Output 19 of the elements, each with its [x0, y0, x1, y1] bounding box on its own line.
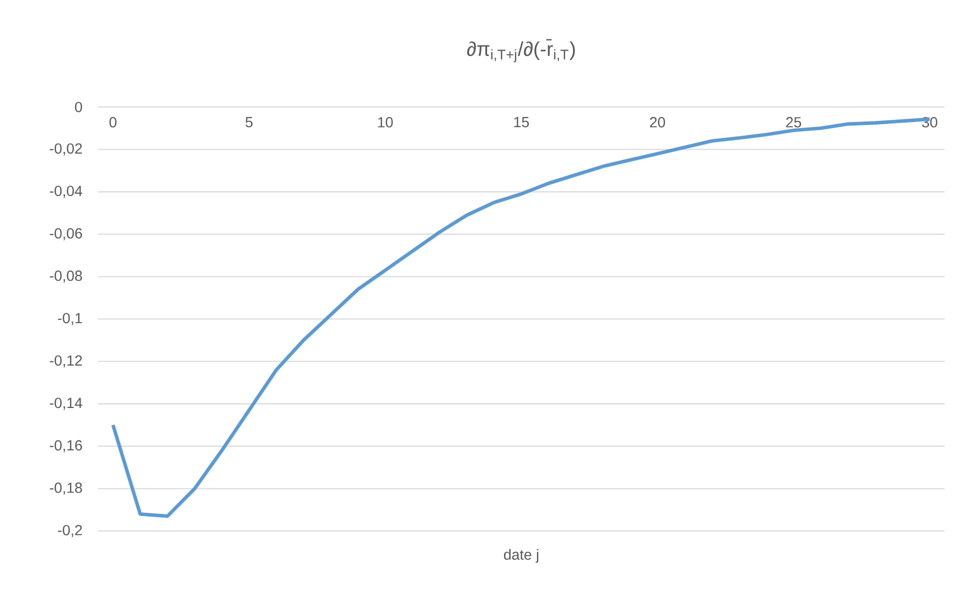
y-tick-label: -0,18 [50, 482, 82, 495]
y-tick-label: -0,2 [58, 524, 82, 538]
y-tick-label: -0,12 [50, 355, 82, 368]
y-tick-label: 0 [75, 102, 82, 112]
x-tick-label: 25 [786, 117, 802, 128]
y-tick-label: -0,1 [58, 312, 82, 326]
x-tick-label: 10 [378, 117, 393, 128]
chart-title: ∂π$_{i,T+j}$/∂(-r̄$_{i,T}$) [467, 39, 575, 62]
y-tick-label: -0,04 [50, 186, 82, 198]
x-axis-title: date j [504, 549, 538, 563]
y-tick-label: -0,16 [50, 440, 82, 452]
x-tick-label: 20 [650, 117, 666, 128]
x-tick-label: 15 [514, 117, 529, 128]
y-tick-label: -0,14 [50, 398, 82, 410]
y-tick-label: -0,06 [50, 228, 82, 240]
y-tick-label: -0,08 [50, 270, 82, 283]
y-tick-label: -0,02 [50, 143, 82, 156]
x-tick-label: 0 [109, 117, 116, 128]
x-tick-label: 5 [246, 117, 253, 128]
